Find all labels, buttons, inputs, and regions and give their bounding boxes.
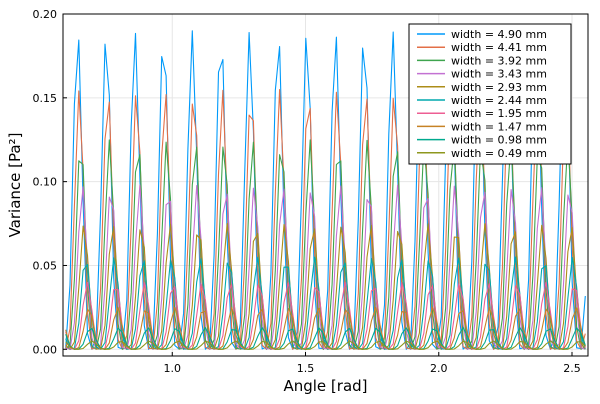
x-tick-label: 2.0 (430, 362, 448, 375)
legend-entry: width = 2.44 mm (451, 94, 547, 107)
x-tick-label: 2.5 (563, 362, 581, 375)
legend-entry: width = 4.41 mm (451, 41, 547, 54)
series-layer (65, 30, 586, 350)
legend-entry: width = 1.47 mm (451, 120, 547, 133)
legend-entry: width = 4.90 mm (451, 28, 547, 41)
y-tick-label: 0.15 (33, 92, 58, 105)
x-tick-label: 1.0 (164, 362, 182, 375)
x-axis-ticks: 1.0 1.5 2.0 2.5 (164, 352, 581, 375)
series-line-10 (65, 340, 586, 350)
legend-entry: width = 3.43 mm (451, 68, 547, 81)
y-axis-ticks: 0.00 0.05 0.10 0.15 0.20 (33, 8, 67, 356)
y-axis-label: Variance [Pa²] (6, 133, 24, 238)
x-tick-label: 1.5 (297, 362, 315, 375)
y-tick-label: 0.00 (33, 343, 58, 356)
legend-entry: width = 0.98 mm (451, 134, 547, 147)
x-axis-label: Angle [rad] (283, 377, 367, 395)
legend-entry: width = 3.92 mm (451, 54, 547, 67)
y-tick-label: 0.10 (33, 176, 58, 189)
legend-entry: width = 0.49 mm (451, 147, 547, 160)
plot-frame (62, 13, 589, 357)
series-line-9 (65, 326, 586, 350)
legend-entry: width = 2.93 mm (451, 81, 547, 94)
y-tick-label: 0.05 (33, 259, 58, 272)
y-tick-label: 0.20 (33, 8, 58, 21)
legend-entry: width = 1.95 mm (451, 107, 547, 120)
